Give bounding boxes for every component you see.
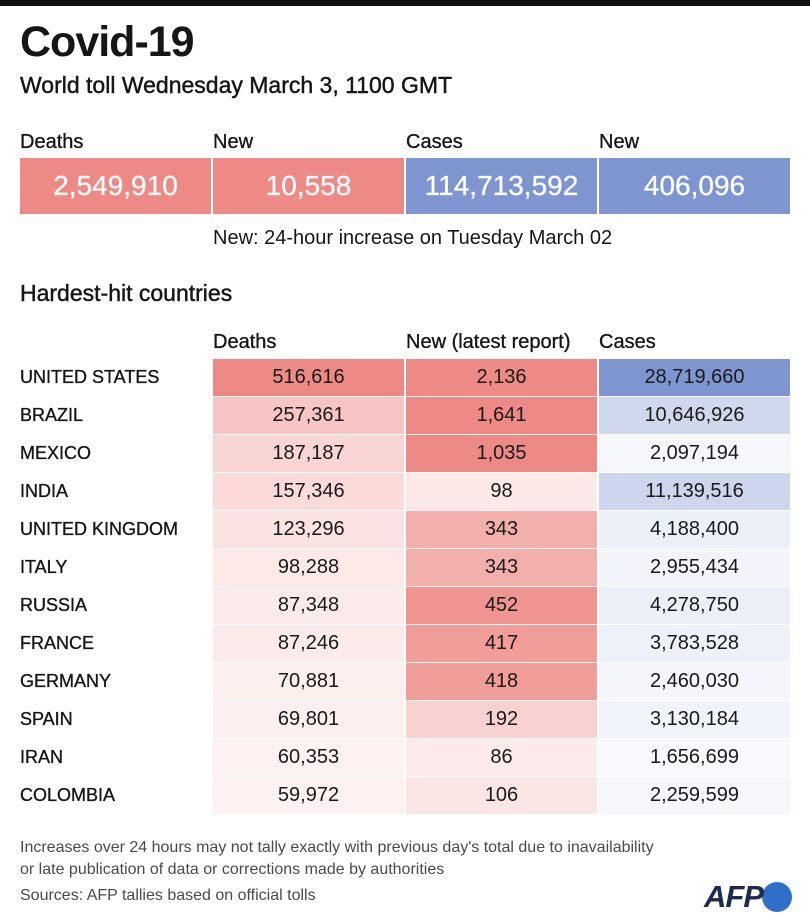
table-row: UNITED KINGDOM 123,296 343 4,188,400 <box>20 511 790 548</box>
logo-globe-icon <box>762 882 792 912</box>
summary-deaths-box: 2,549,910 <box>20 158 211 214</box>
table-row: IRAN 60,353 86 1,656,699 <box>20 739 790 776</box>
top-rule <box>0 0 810 6</box>
summary-cases-value: 114,713,592 <box>424 170 579 201</box>
deaths-cell: 69,801 <box>213 701 404 738</box>
new-cell: 452 <box>406 587 597 624</box>
country-label: INDIA <box>20 481 69 501</box>
table-row: FRANCE 87,246 417 3,783,528 <box>20 625 790 662</box>
table-row: MEXICO 187,187 1,035 2,097,194 <box>20 435 790 472</box>
summary-new-cases-value: 406,096 <box>643 170 746 201</box>
cases-cell: 3,130,184 <box>599 701 790 738</box>
footnote-line-1: Increases over 24 hours may not tally ex… <box>20 839 654 856</box>
deaths-cell: 516,616 <box>213 359 404 396</box>
summary-label-deaths: Deaths <box>20 131 84 153</box>
country-label: SPAIN <box>20 709 73 729</box>
country-label: MEXICO <box>20 443 92 463</box>
new-cell: 1,641 <box>406 397 597 434</box>
country-label: FRANCE <box>20 633 95 653</box>
country-label: BRAZIL <box>20 405 84 425</box>
footnote-line-2: or late publication of data or correctio… <box>20 861 445 878</box>
table-row: RUSSIA 87,348 452 4,278,750 <box>20 587 790 624</box>
country-label: ITALY <box>20 557 68 577</box>
new-cell: 343 <box>406 511 597 548</box>
table-title: Hardest-hit countries <box>20 280 233 306</box>
table-row: GERMANY 70,881 418 2,460,030 <box>20 663 790 700</box>
deaths-cell: 87,348 <box>213 587 404 624</box>
cases-cell: 1,656,699 <box>599 739 790 776</box>
country-label: GERMANY <box>20 671 112 691</box>
cases-cell: 28,719,660 <box>599 359 790 396</box>
country-label: COLOMBIA <box>20 785 116 805</box>
cases-cell: 4,278,750 <box>599 587 790 624</box>
hardest-hit-table: UNITED STATES 516,616 2,136 28,719,660 B… <box>20 359 790 815</box>
summary-cases-box: 114,713,592 <box>406 158 597 214</box>
deaths-cell: 59,972 <box>213 777 404 814</box>
summary-label-cases: Cases <box>406 131 463 153</box>
cases-cell: 4,188,400 <box>599 511 790 548</box>
summary-new-deaths-box: 10,558 <box>213 158 404 214</box>
cases-cell: 3,783,528 <box>599 625 790 662</box>
deaths-cell: 157,346 <box>213 473 404 510</box>
cases-cell: 2,460,030 <box>599 663 790 700</box>
table-row: BRAZIL 257,361 1,641 10,646,926 <box>20 397 790 434</box>
table-row: UNITED STATES 516,616 2,136 28,719,660 <box>20 359 790 396</box>
new-cell: 192 <box>406 701 597 738</box>
sources-note: Sources: AFP tallies based on official t… <box>20 887 316 904</box>
new-cell: 417 <box>406 625 597 662</box>
cases-cell: 2,955,434 <box>599 549 790 586</box>
table-row: SPAIN 69,801 192 3,130,184 <box>20 701 790 738</box>
deaths-cell: 60,353 <box>213 739 404 776</box>
country-label: RUSSIA <box>20 595 88 615</box>
afp-logo: AFP <box>704 880 792 914</box>
table-row: ITALY 98,288 343 2,955,434 <box>20 549 790 586</box>
logo-wordmark: AFP <box>704 879 764 914</box>
summary-deaths-value: 2,549,910 <box>53 170 178 201</box>
deaths-cell: 98,288 <box>213 549 404 586</box>
column-header-deaths: Deaths <box>213 331 277 353</box>
summary-note: New: 24-hour increase on Tuesday March 0… <box>213 227 613 249</box>
new-cell: 343 <box>406 549 597 586</box>
cases-cell: 11,139,516 <box>599 473 790 510</box>
deaths-cell: 257,361 <box>213 397 404 434</box>
table-row: INDIA 157,346 98 11,139,516 <box>20 473 790 510</box>
page-title: Covid-19 <box>20 18 195 66</box>
summary-label-new-deaths: New <box>213 131 254 153</box>
new-cell: 98 <box>406 473 597 510</box>
new-cell: 106 <box>406 777 597 814</box>
deaths-cell: 123,296 <box>213 511 404 548</box>
summary-new-deaths-value: 10,558 <box>265 170 352 201</box>
new-cell: 86 <box>406 739 597 776</box>
cases-cell: 2,259,599 <box>599 777 790 814</box>
country-label: UNITED STATES <box>20 367 160 387</box>
country-label: IRAN <box>20 747 64 767</box>
deaths-cell: 87,246 <box>213 625 404 662</box>
column-header-cases: Cases <box>599 331 656 353</box>
new-cell: 418 <box>406 663 597 700</box>
column-header-new-latest: New (latest report) <box>406 331 571 353</box>
summary-label-new-cases: New <box>599 131 640 153</box>
country-label: UNITED KINGDOM <box>20 519 179 539</box>
deaths-cell: 187,187 <box>213 435 404 472</box>
cases-cell: 10,646,926 <box>599 397 790 434</box>
table-row: COLOMBIA 59,972 106 2,259,599 <box>20 777 790 814</box>
deaths-cell: 70,881 <box>213 663 404 700</box>
cases-cell: 2,097,194 <box>599 435 790 472</box>
new-cell: 2,136 <box>406 359 597 396</box>
page-subtitle: World toll Wednesday March 3, 1100 GMT <box>20 72 453 98</box>
summary-new-cases-box: 406,096 <box>599 158 790 214</box>
new-cell: 1,035 <box>406 435 597 472</box>
